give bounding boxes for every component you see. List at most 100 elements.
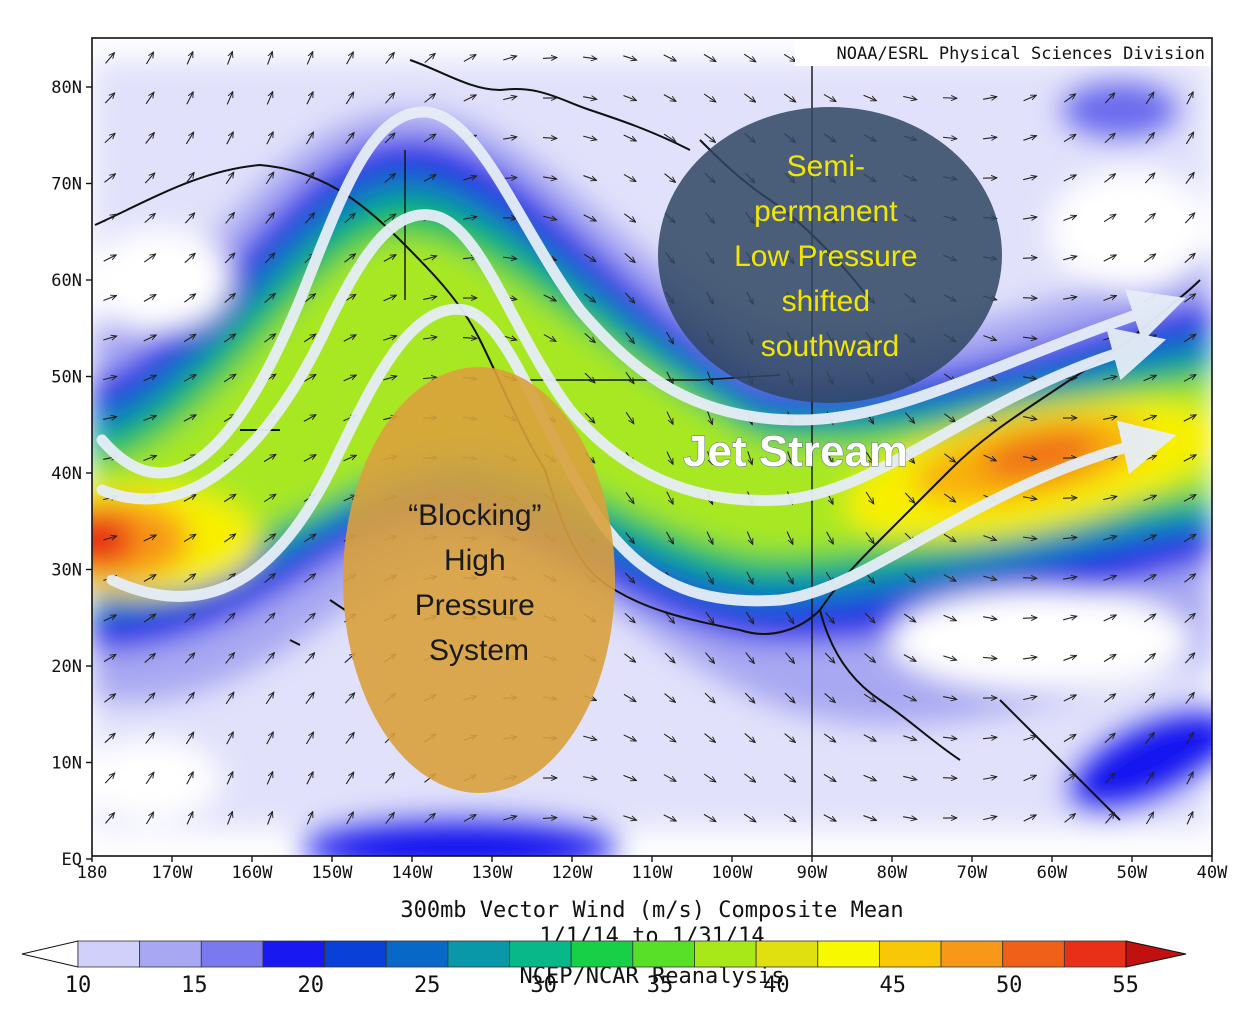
wind-vector bbox=[1063, 734, 1076, 743]
jet-stream-label: Jet Stream bbox=[683, 427, 908, 476]
colorbar-bin bbox=[509, 940, 572, 968]
wind-vector bbox=[903, 735, 916, 740]
wind-vector bbox=[863, 774, 877, 781]
wind-vector bbox=[344, 693, 354, 704]
wind-vector bbox=[422, 377, 437, 378]
wind-vector bbox=[865, 491, 874, 504]
wind-vector bbox=[184, 613, 195, 624]
wind-vector bbox=[583, 97, 597, 100]
wind-speed-field: Semi- permanent Low Pressure shifted sou… bbox=[92, 38, 1212, 856]
wind-vector bbox=[463, 217, 477, 220]
wind-vector bbox=[944, 453, 955, 462]
wind-vector bbox=[303, 374, 316, 383]
wind-vector bbox=[865, 451, 873, 464]
lon-label: 130W bbox=[472, 863, 514, 883]
wind-vector bbox=[143, 294, 156, 302]
wind-vector bbox=[503, 336, 516, 340]
wind-vector bbox=[1023, 136, 1036, 141]
wind-vector bbox=[1144, 693, 1155, 704]
lon-label: 120W bbox=[552, 863, 594, 883]
wind-vector bbox=[583, 777, 597, 780]
wind-vector bbox=[1023, 457, 1037, 460]
wind-vector bbox=[184, 653, 195, 664]
wind-vector bbox=[1184, 574, 1195, 583]
wind-vector bbox=[503, 816, 516, 820]
colorbar-bin bbox=[1063, 940, 1127, 968]
wind-vector bbox=[743, 813, 756, 822]
wind-vector bbox=[663, 133, 676, 142]
lat-label: 60N bbox=[51, 271, 82, 291]
wind-vector bbox=[264, 613, 275, 624]
wind-vector bbox=[183, 415, 196, 422]
wind-vector bbox=[264, 534, 275, 543]
colorbar-bin bbox=[262, 940, 325, 968]
wind-vector bbox=[306, 92, 313, 105]
wind-vector bbox=[982, 737, 997, 738]
wind-vector bbox=[1062, 498, 1077, 499]
wind-vector bbox=[744, 773, 755, 782]
lat-label: 70N bbox=[51, 175, 82, 195]
wind-vector bbox=[826, 531, 834, 544]
wind-vector bbox=[184, 294, 195, 303]
wind-vector bbox=[903, 776, 917, 779]
wind-vector bbox=[103, 255, 117, 262]
wind-vector bbox=[783, 773, 795, 782]
wind-vector bbox=[226, 92, 234, 105]
wind-vector bbox=[103, 214, 116, 223]
wind-vector bbox=[264, 334, 275, 343]
wind-vector bbox=[664, 173, 676, 183]
wind-vector bbox=[343, 335, 356, 342]
colorbar-bin bbox=[817, 940, 880, 968]
wind-vector bbox=[786, 531, 794, 545]
wind-vector bbox=[305, 172, 314, 185]
wind-vector bbox=[783, 813, 796, 821]
wind-vector bbox=[502, 257, 517, 259]
wind-vector bbox=[1103, 615, 1117, 622]
figure-caption: 300mb Vector Wind (m/s) Composite Mean bbox=[400, 898, 903, 923]
wind-vector bbox=[1063, 695, 1077, 702]
wind-vector bbox=[1145, 772, 1154, 785]
wind-vector bbox=[943, 655, 956, 660]
wind-vector bbox=[1023, 377, 1037, 379]
wind-vector bbox=[543, 216, 557, 219]
lat-label: 50N bbox=[51, 368, 82, 388]
wind-vector bbox=[103, 336, 116, 340]
wind-vector bbox=[823, 773, 836, 781]
wind-vector bbox=[904, 412, 914, 424]
colorbar-tick: 10 bbox=[65, 973, 92, 998]
wind-vector bbox=[105, 53, 115, 64]
wind-vector bbox=[663, 733, 676, 742]
colorbar-tick: 35 bbox=[647, 973, 674, 998]
wind-vector bbox=[1183, 455, 1196, 462]
wind-vector bbox=[424, 53, 435, 64]
wind-vector bbox=[1104, 773, 1115, 784]
wind-vector bbox=[1183, 495, 1196, 502]
wind-vector bbox=[224, 613, 235, 624]
wind-vector bbox=[503, 56, 516, 60]
lon-label: 80W bbox=[877, 863, 908, 883]
wind-vector bbox=[903, 654, 916, 662]
wind-vector bbox=[1144, 173, 1155, 184]
wind-vector bbox=[345, 772, 354, 785]
wind-vector bbox=[1145, 92, 1154, 105]
wind-vector bbox=[463, 815, 476, 822]
wind-vector bbox=[745, 611, 754, 624]
wind-vector bbox=[1144, 213, 1156, 224]
wind-vector bbox=[1185, 172, 1194, 184]
wind-vector bbox=[105, 813, 114, 824]
wind-vector bbox=[384, 133, 395, 144]
wind-vector bbox=[823, 93, 836, 101]
wind-vector bbox=[266, 772, 274, 785]
wind-vector bbox=[1023, 736, 1036, 741]
wind-vector bbox=[1183, 375, 1196, 382]
colorbar-tick: 45 bbox=[880, 973, 907, 998]
wind-vector bbox=[543, 294, 557, 302]
wind-vector bbox=[624, 612, 635, 622]
wind-vector bbox=[1186, 812, 1194, 825]
wind-vector bbox=[185, 732, 193, 745]
wind-vector bbox=[704, 733, 716, 743]
wind-vector bbox=[943, 614, 957, 621]
wind-vector bbox=[303, 334, 316, 343]
wind-vector bbox=[145, 92, 154, 105]
wind-vector bbox=[184, 253, 195, 264]
